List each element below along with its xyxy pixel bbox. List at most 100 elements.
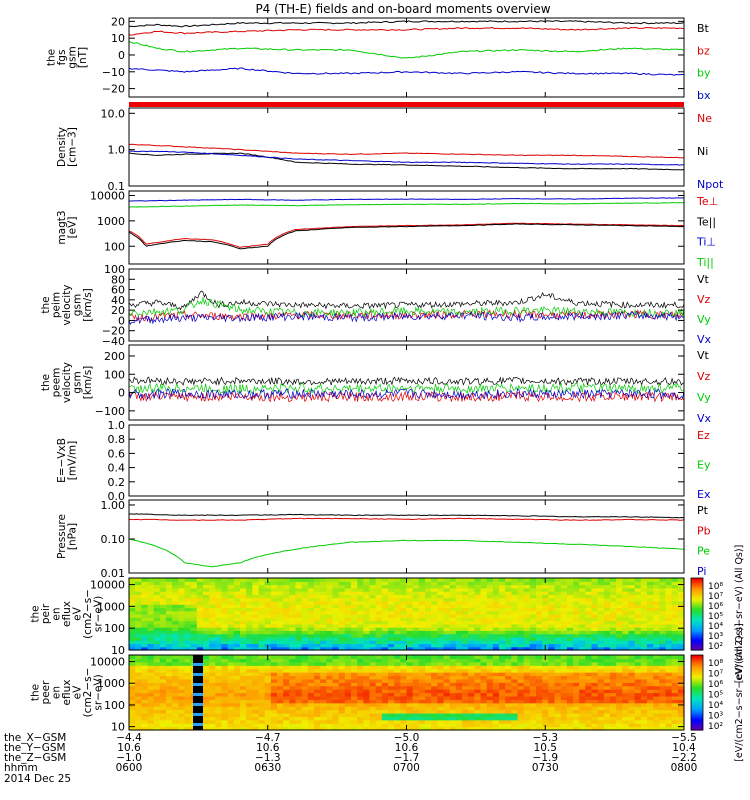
- spectrogram-cell: [468, 719, 475, 724]
- spectrogram-cell: [351, 678, 358, 683]
- spectrogram-cell: [295, 685, 303, 690]
- spectrogram-cell: [209, 610, 216, 615]
- spectrogram-cell: [628, 695, 636, 700]
- spectrogram-cell: [258, 723, 266, 728]
- spectrogram-cell: [671, 699, 679, 704]
- spectrogram-cell: [542, 665, 549, 670]
- spectrogram-cell: [270, 716, 278, 721]
- spectrogram-cell: [659, 695, 667, 700]
- spectrogram-cell: [597, 665, 605, 670]
- spectrogram-cell: [505, 709, 512, 714]
- spectrogram-cell: [499, 719, 506, 724]
- spectrogram-cell: [326, 712, 334, 717]
- spectrogram-cell: [610, 620, 617, 625]
- spectrogram-cell: [314, 695, 321, 700]
- spectrogram-cell: [314, 600, 321, 605]
- spectrogram-cell: [326, 591, 334, 595]
- spectrogram-cell: [246, 692, 253, 697]
- spectrogram-cell: [443, 712, 451, 717]
- spectrogram-cell: [295, 668, 303, 673]
- spectrogram-cell: [184, 643, 192, 648]
- spectrogram-cell: [511, 597, 519, 602]
- spectrogram-cell: [653, 706, 660, 711]
- spectrogram-cell: [203, 578, 210, 582]
- spectrogram-cell: [449, 682, 457, 687]
- spectrogram-cell: [486, 689, 494, 694]
- spectrogram-cell: [215, 699, 223, 704]
- spectrogram-cell: [314, 633, 321, 638]
- spectrogram-cell: [375, 665, 383, 670]
- spectrogram-cell: [388, 604, 395, 609]
- quality-flag-bar: [129, 102, 684, 107]
- spectrogram-cell: [277, 675, 284, 680]
- spectrogram-cell: [270, 633, 278, 638]
- spectrogram-cell: [221, 620, 229, 625]
- spectrogram-cell: [135, 661, 142, 666]
- spectrogram-cell: [153, 610, 161, 615]
- spectrogram-cell: [178, 617, 186, 622]
- spectrogram-cell: [505, 597, 512, 602]
- spectrogram-cell: [338, 678, 346, 683]
- spectrogram-cell: [301, 661, 309, 666]
- spectrogram-cell: [240, 604, 247, 609]
- spectrogram-cell: [172, 668, 179, 673]
- spectrogram-cell: [425, 587, 432, 592]
- spectrogram-cell: [462, 636, 469, 641]
- spectrogram-cell: [270, 617, 278, 622]
- spectrogram-cell: [425, 604, 432, 609]
- legend-label: Vz: [697, 370, 711, 383]
- spectrogram-cell: [597, 668, 605, 673]
- spectrogram-cell: [603, 655, 611, 660]
- spectrogram-cell: [233, 661, 241, 666]
- spectrogram-cell: [634, 689, 642, 694]
- x-row-label: hhmm: [4, 762, 38, 774]
- spectrogram-cell: [431, 604, 438, 609]
- spectrogram-cell: [246, 617, 253, 622]
- spectrogram-cell: [560, 600, 568, 605]
- spectrogram-cell: [536, 702, 543, 707]
- spectrogram-cell: [579, 584, 586, 589]
- spectrogram-cell: [394, 646, 401, 651]
- spectrogram-cell: [566, 627, 574, 631]
- spectrogram-cell: [671, 594, 679, 599]
- spectrogram-cell: [357, 716, 364, 721]
- spectrogram-cell: [184, 591, 192, 595]
- spectrogram-cell: [449, 719, 457, 724]
- spectrogram-cell: [166, 636, 173, 641]
- spectrogram-cell: [455, 578, 463, 582]
- spectrogram-cell: [283, 620, 290, 625]
- spectrogram-cell: [227, 597, 235, 602]
- spectrogram-cell: [634, 675, 642, 680]
- spectrogram-cell: [560, 607, 568, 612]
- spectrogram-cell: [579, 623, 586, 628]
- y-tick-label: 0.10: [101, 533, 126, 546]
- spectrogram-cell: [295, 610, 303, 615]
- spectrogram-cell: [634, 699, 642, 704]
- colorbar-swatch: [691, 655, 703, 658]
- spectrogram-cell: [314, 668, 321, 673]
- spectrogram-cell: [196, 633, 204, 638]
- spectrogram-cell: [184, 719, 192, 724]
- spectrogram-cell: [425, 640, 432, 645]
- spectrogram-cell: [462, 617, 469, 622]
- spectrogram-cell: [443, 702, 451, 707]
- spectrogram-cell: [270, 591, 278, 595]
- spectrogram-cell: [351, 581, 358, 586]
- colorbar-swatch: [691, 599, 703, 602]
- spectrogram-cell: [332, 719, 340, 724]
- spectrogram-cell: [474, 689, 482, 694]
- spectrogram-cell: [585, 712, 593, 717]
- spectrogram-cell: [523, 678, 531, 683]
- spectrogram-cell: [653, 620, 660, 625]
- spectrogram-cell: [480, 581, 488, 586]
- spectrogram-cell: [566, 719, 574, 724]
- spectrogram-cell: [320, 699, 327, 704]
- spectrogram-cell: [418, 658, 426, 663]
- spectrogram-cell: [616, 665, 623, 670]
- spectrogram-cell: [375, 689, 383, 694]
- x-row-label: 2014 Dec 25: [4, 773, 71, 785]
- spectrogram-cell: [135, 658, 142, 663]
- spectrogram-cell: [301, 702, 309, 707]
- spectrogram-cell: [634, 597, 642, 602]
- spectrogram-cell: [591, 655, 599, 660]
